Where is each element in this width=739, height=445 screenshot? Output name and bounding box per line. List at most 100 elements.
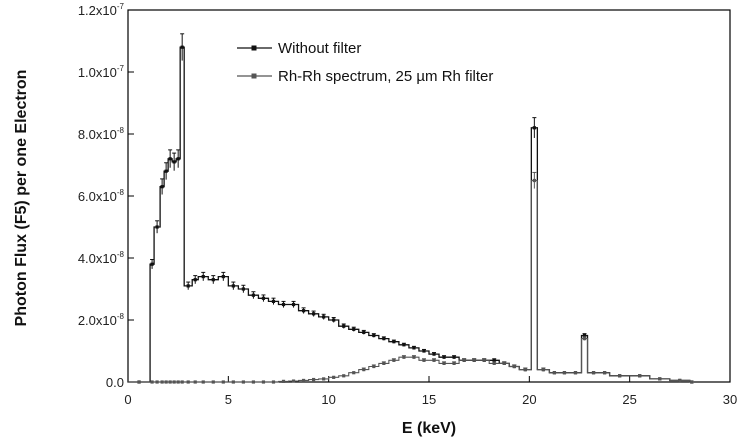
- data-point-0: [271, 299, 276, 303]
- data-point-0: [231, 284, 235, 288]
- data-point-1: [322, 377, 326, 381]
- data-point-0: [251, 293, 256, 297]
- y-tick-mantissa: 1.2x10: [78, 3, 117, 18]
- data-point-0: [412, 346, 416, 350]
- data-point-1: [638, 374, 642, 378]
- data-point-1: [301, 378, 306, 383]
- data-point-0: [150, 262, 154, 266]
- data-point-1: [312, 377, 316, 382]
- data-point-1: [180, 380, 184, 384]
- legend-label: Rh-Rh spectrum, 25 µm Rh filter: [278, 68, 493, 85]
- data-point-1: [678, 378, 682, 383]
- data-point-1: [186, 380, 190, 384]
- data-point-1: [193, 380, 197, 384]
- data-point-0: [193, 278, 197, 282]
- data-point-1: [281, 379, 286, 383]
- data-point-0: [362, 330, 366, 334]
- data-point-0: [241, 287, 245, 291]
- data-point-1: [291, 379, 296, 383]
- data-point-0: [168, 157, 172, 161]
- data-point-1: [552, 371, 557, 375]
- x-tick-label: 20: [522, 392, 536, 407]
- y-tick-mantissa: 4.0x10: [78, 251, 117, 266]
- data-point-1: [502, 361, 506, 365]
- data-point-0: [332, 318, 336, 322]
- data-point-0: [201, 275, 205, 279]
- data-point-0: [582, 333, 587, 338]
- data-point-0: [432, 352, 436, 356]
- data-point-0: [322, 315, 326, 319]
- data-point-1: [150, 380, 154, 384]
- data-point-1: [176, 380, 180, 384]
- legend-label: Without filter: [278, 40, 361, 57]
- data-point-0: [291, 302, 296, 307]
- data-point-0: [422, 349, 426, 353]
- y-tick-exponent: -8: [117, 126, 125, 135]
- data-point-1: [221, 380, 225, 384]
- data-point-1: [532, 178, 536, 183]
- data-point-0: [452, 355, 456, 359]
- data-point-1: [442, 361, 446, 365]
- y-tick-mantissa: 6.0x10: [78, 189, 117, 204]
- data-point-0: [312, 312, 316, 316]
- data-point-1: [512, 364, 516, 369]
- y-tick-exponent: -8: [117, 188, 125, 197]
- data-point-1: [541, 368, 545, 372]
- data-point-1: [231, 380, 235, 384]
- data-point-1: [573, 371, 578, 375]
- legend-swatch-marker: [251, 45, 257, 51]
- data-point-0: [372, 333, 376, 338]
- data-point-1: [492, 361, 496, 365]
- data-point-0: [442, 355, 446, 359]
- data-point-1: [690, 380, 694, 384]
- data-point-1: [382, 361, 386, 365]
- y-tick-mantissa: 0.0: [106, 375, 124, 390]
- data-point-1: [523, 368, 527, 372]
- data-point-1: [618, 374, 622, 378]
- data-point-1: [164, 380, 168, 384]
- x-tick-label: 30: [723, 392, 737, 407]
- data-point-0: [281, 302, 286, 307]
- data-point-1: [241, 380, 245, 384]
- data-point-1: [452, 361, 456, 365]
- data-point-1: [432, 358, 436, 362]
- x-axis-title: E (keV): [402, 420, 456, 437]
- y-tick-exponent: -7: [117, 2, 125, 11]
- data-point-1: [251, 380, 256, 384]
- data-point-1: [332, 375, 336, 379]
- data-point-1: [582, 337, 587, 341]
- data-point-1: [211, 380, 215, 384]
- data-point-1: [402, 355, 406, 359]
- y-axis-title: Photon Flux (F5) per one Electron: [13, 70, 30, 327]
- data-point-0: [532, 126, 536, 130]
- data-point-1: [658, 377, 662, 381]
- y-tick-exponent: -7: [117, 64, 125, 73]
- data-point-1: [392, 358, 396, 362]
- data-point-1: [362, 368, 366, 372]
- data-point-1: [602, 371, 607, 375]
- y-tick-label: 4.0x10-8: [78, 250, 125, 266]
- data-point-1: [372, 364, 376, 369]
- data-point-1: [201, 380, 205, 384]
- y-axis: 0.02.0x10-84.0x10-86.0x10-88.0x10-81.0x1…: [78, 2, 134, 390]
- data-point-1: [137, 380, 141, 384]
- data-point-1: [482, 358, 486, 362]
- x-tick-label: 25: [622, 392, 636, 407]
- data-point-1: [591, 371, 596, 375]
- data-point-0: [172, 160, 176, 164]
- data-point-1: [168, 380, 172, 384]
- y-tick-label: 1.2x10-7: [78, 2, 125, 18]
- data-point-0: [402, 343, 406, 347]
- data-point-1: [352, 371, 356, 375]
- data-point-0: [352, 327, 356, 331]
- x-tick-label: 0: [124, 392, 131, 407]
- y-tick-exponent: -8: [117, 312, 125, 321]
- y-tick-label: 1.0x10-7: [78, 64, 125, 80]
- data-point-1: [412, 355, 416, 359]
- data-point-1: [261, 380, 266, 384]
- data-point-0: [180, 45, 184, 49]
- data-point-1: [472, 358, 476, 362]
- legend-swatch-marker: [251, 73, 257, 79]
- y-tick-label: 8.0x10-8: [78, 126, 125, 142]
- data-point-0: [160, 185, 164, 189]
